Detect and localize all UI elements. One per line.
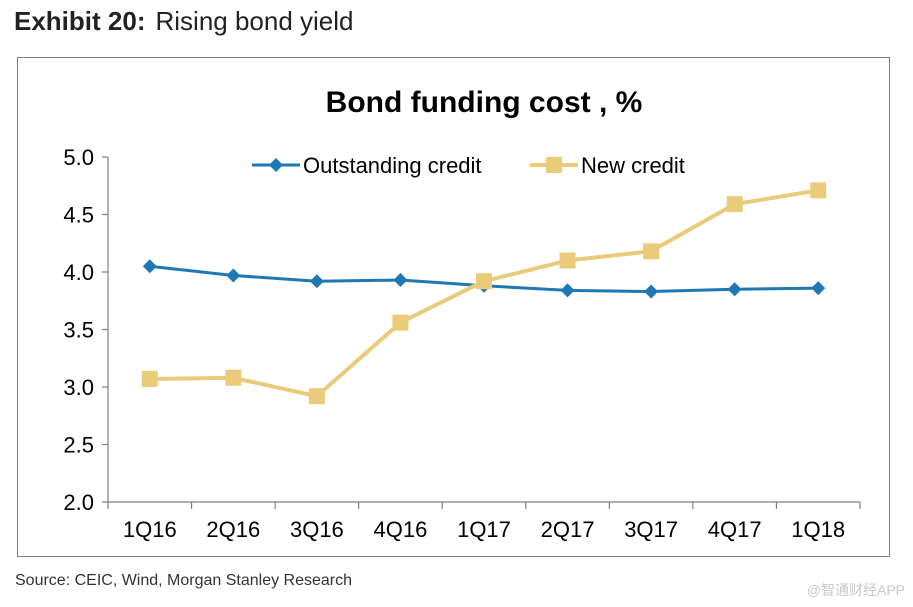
outstanding-credit-point (811, 281, 826, 296)
x-tick-label: 4Q17 (708, 517, 762, 542)
x-tick-label: 2Q17 (541, 517, 595, 542)
legend-new-marker (546, 157, 562, 173)
new-credit-point (810, 182, 827, 199)
exhibit-label: Exhibit 20: (14, 6, 146, 36)
source-note: Source: CEIC, Wind, Morgan Stanley Resea… (15, 572, 353, 589)
new-credit-line (149, 188, 819, 399)
x-tick-label: 4Q16 (374, 517, 428, 542)
y-tick-label: 2.0 (63, 490, 94, 515)
outstanding-credit-point (309, 274, 324, 289)
y-tick-label: 5.0 (63, 145, 94, 170)
new-credit-point (225, 369, 242, 386)
legend-new-label: New credit (581, 153, 685, 178)
x-tick-label: 3Q16 (290, 517, 344, 542)
legend: Outstanding credit New credit (252, 153, 685, 178)
new-credit-point (643, 243, 660, 260)
x-tick-label: 1Q16 (123, 517, 177, 542)
outstanding-credit-point (393, 273, 408, 288)
outstanding-credit-point (226, 268, 241, 283)
exhibit-title: Rising bond yield (155, 6, 354, 36)
legend-outstanding-marker (269, 158, 283, 172)
new-credit-point (308, 388, 325, 405)
new-credit-point (141, 370, 158, 387)
outstanding-credit-point (644, 284, 659, 299)
exhibit-heading: Exhibit 20: Rising bond yield (14, 6, 354, 37)
new-credit-point (559, 252, 576, 269)
x-tick-label: 1Q18 (791, 517, 845, 542)
outstanding-credit-point (727, 282, 742, 297)
y-tick-label: 2.5 (63, 433, 94, 458)
chart-frame (17, 57, 890, 557)
y-tick-label: 3.0 (63, 375, 94, 400)
outstanding-credit-point (560, 283, 575, 298)
x-tick-label: 1Q17 (457, 517, 511, 542)
new-credit-point (726, 196, 743, 213)
x-tick-label: 2Q16 (206, 517, 260, 542)
new-credit-point (392, 314, 409, 331)
y-tick-label: 3.5 (63, 318, 94, 343)
y-tick-label: 4.5 (63, 203, 94, 228)
series-new-credit (141, 182, 827, 405)
y-tick-label: 4.0 (63, 260, 94, 285)
legend-outstanding-label: Outstanding credit (303, 153, 482, 178)
outstanding-credit-point (142, 259, 157, 274)
new-credit-point (476, 273, 492, 290)
x-tick-label: 3Q17 (624, 517, 678, 542)
watermark: @智通财经APP (806, 582, 905, 598)
chart-title: Bond funding cost , % (326, 86, 643, 119)
